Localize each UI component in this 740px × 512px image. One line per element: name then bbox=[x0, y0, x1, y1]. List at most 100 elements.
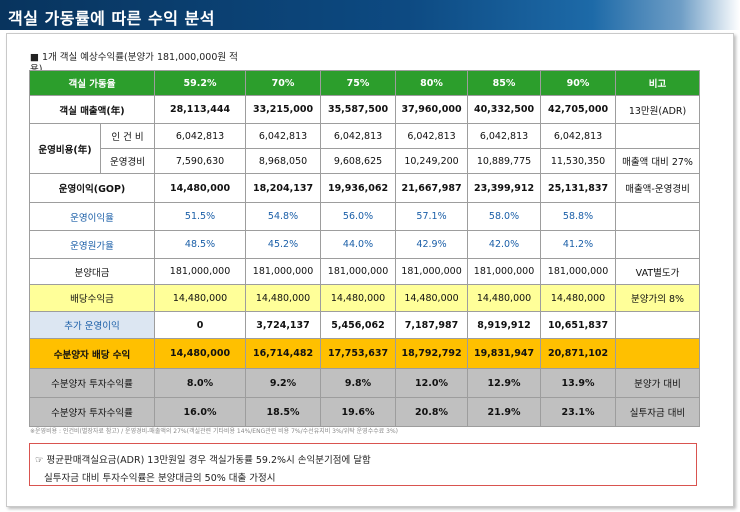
table-row-sales: 객실 매출액(年) 28,113,444 33,215,000 35,587,5… bbox=[28, 95, 701, 124]
table-cell: 8,919,912 bbox=[467, 311, 542, 339]
table-cell: 181,000,000 bbox=[540, 258, 617, 285]
note-line-1: ☞ 평균판매객실요금(ADR) 13만원일 경우 객실가동률 59.2%시 손익… bbox=[35, 455, 371, 466]
table-cell: 11,530,350 bbox=[540, 148, 617, 174]
table-row-roi-price: 수분양자 투자수익률 8.0% 9.2% 9.8% 12.0% 12.9% 13… bbox=[28, 368, 701, 398]
table-cell: 42.9% bbox=[395, 230, 469, 259]
header-rate-6: 90% bbox=[540, 70, 617, 96]
table-cell: 16.0% bbox=[154, 397, 247, 427]
table-row-margin: 운영이익율 51.5% 54.8% 56.0% 57.1% 58.0% 58.8… bbox=[28, 202, 701, 231]
table-cell: 16,714,482 bbox=[245, 338, 322, 369]
table-cell: 14,480,000 bbox=[467, 284, 542, 312]
table-cell: 21,667,987 bbox=[395, 173, 469, 203]
note-line-2: 실투자금 대비 투자수익률은 분양대금의 50% 대출 가정시 bbox=[44, 473, 276, 484]
table-cell: 7,590,630 bbox=[154, 148, 247, 174]
table-row-cost-ratio: 운영원가율 48.5% 45.2% 44.0% 42.9% 42.0% 41.2… bbox=[28, 230, 701, 259]
header-remarks: 비고 bbox=[615, 70, 701, 96]
table-cell: 181,000,000 bbox=[245, 258, 322, 285]
table-cell: 12.0% bbox=[395, 368, 469, 398]
note-box: ☞ 평균판매객실요금(ADR) 13만원일 경우 객실가동률 59.2%시 손익… bbox=[29, 443, 697, 486]
row-label: 운영경비 bbox=[99, 148, 156, 174]
table-cell: 10,249,200 bbox=[395, 148, 469, 174]
table-cell: 42,705,000 bbox=[540, 95, 617, 124]
table-cell: 41.2% bbox=[540, 230, 617, 259]
table-cell: 8,968,050 bbox=[245, 148, 322, 174]
table-cell: 14,480,000 bbox=[395, 284, 469, 312]
table-cell: 7,187,987 bbox=[395, 311, 469, 339]
footnote: ※운영비용 : 인건비(별장자료 참고) / 운영경비-매출액의 27%(객실관… bbox=[30, 428, 399, 435]
table-cell: 20,871,102 bbox=[540, 338, 617, 369]
table-cell: 33,215,000 bbox=[245, 95, 322, 124]
title-bar: 객실 가동률에 따른 수익 분석 bbox=[0, 0, 740, 30]
table-cell: 9,608,625 bbox=[320, 148, 397, 174]
table-cell: 6,042,813 bbox=[154, 123, 247, 149]
table-cell: 6,042,813 bbox=[245, 123, 322, 149]
page-title: 객실 가동률에 따른 수익 분석 bbox=[8, 9, 215, 28]
row-label: 수분양자 투자수익률 bbox=[28, 368, 156, 398]
table-row-operating: 운영경비 7,590,630 8,968,050 9,608,625 10,24… bbox=[30, 148, 701, 174]
row-label: 운영이익율 bbox=[28, 202, 156, 231]
table-cell: 0 bbox=[154, 311, 247, 339]
table-row-additional: 추가 운영이익 0 3,724,137 5,456,062 7,187,987 … bbox=[28, 311, 701, 339]
table-cell: 14,480,000 bbox=[154, 284, 247, 312]
table-cell: 48.5% bbox=[154, 230, 247, 259]
remark-cell: 매출액-운영경비 bbox=[615, 173, 701, 203]
table-cell: 181,000,000 bbox=[320, 258, 397, 285]
table-cell: 28,113,444 bbox=[154, 95, 247, 124]
row-label: 분양대금 bbox=[28, 258, 156, 285]
table-cell: 5,456,062 bbox=[320, 311, 397, 339]
table-cell: 9.2% bbox=[245, 368, 322, 398]
row-label: 인 건 비 bbox=[99, 123, 156, 149]
table-cell: 45.2% bbox=[245, 230, 322, 259]
row-label: 운영원가율 bbox=[28, 230, 156, 259]
table-caption: ■ 1개 객실 예상수익률(분양가 181,000,000원 적 bbox=[30, 52, 238, 63]
remark-cell bbox=[615, 202, 701, 231]
table-cell: 23.1% bbox=[540, 397, 617, 427]
table-row-labor: 운영비용(年) 인 건 비 6,042,813 6,042,813 6,042,… bbox=[29, 123, 701, 174]
revenue-table: 객실 가동율 59.2% 70% 75% 80% 85% 90% 비고 객실 매… bbox=[28, 70, 701, 427]
table-cell: 40,332,500 bbox=[467, 95, 542, 124]
header-rate-3: 75% bbox=[320, 70, 397, 96]
remark-cell bbox=[615, 123, 701, 149]
table-cell: 19,936,062 bbox=[320, 173, 397, 203]
table-row-price: 분양대금 181,000,000 181,000,000 181,000,000… bbox=[28, 258, 701, 285]
table-cell: 37,960,000 bbox=[395, 95, 469, 124]
table-cell: 57.1% bbox=[395, 202, 469, 231]
header-rate-1: 59.2% bbox=[154, 70, 247, 96]
row-label: 수분양자 투자수익률 bbox=[28, 397, 156, 427]
table-cell: 44.0% bbox=[320, 230, 397, 259]
table-cell: 181,000,000 bbox=[395, 258, 469, 285]
table-cell: 14,480,000 bbox=[245, 284, 322, 312]
row-label: 객실 매출액(年) bbox=[28, 95, 156, 124]
table-cell: 21.9% bbox=[467, 397, 542, 427]
table-cell: 56.0% bbox=[320, 202, 397, 231]
table-cell: 17,753,637 bbox=[320, 338, 397, 369]
header-rate-4: 80% bbox=[395, 70, 469, 96]
header-occupancy-label: 객실 가동율 bbox=[28, 70, 156, 96]
table-cell: 25,131,837 bbox=[540, 173, 617, 203]
table-cell: 35,587,500 bbox=[320, 95, 397, 124]
table-row-total: 수분양자 배당 수익 14,480,000 16,714,482 17,753,… bbox=[28, 338, 701, 369]
table-header-row: 객실 가동율 59.2% 70% 75% 80% 85% 90% 비고 bbox=[28, 70, 701, 96]
table-cell: 6,042,813 bbox=[467, 123, 542, 149]
table-cell: 51.5% bbox=[154, 202, 247, 231]
table-row-dividend: 배당수익금 14,480,000 14,480,000 14,480,000 1… bbox=[28, 284, 701, 312]
header-rate-5: 85% bbox=[467, 70, 542, 96]
remark-cell: 13만원(ADR) bbox=[615, 95, 701, 124]
table-cell: 14,480,000 bbox=[154, 173, 247, 203]
table-cell: 19.6% bbox=[320, 397, 397, 427]
remark-cell: 실투자금 대비 bbox=[615, 397, 701, 427]
row-group-label: 운영비용(年) bbox=[29, 123, 101, 174]
table-cell: 3,724,137 bbox=[245, 311, 322, 339]
row-label: 추가 운영이익 bbox=[28, 311, 156, 339]
row-label: 수분양자 배당 수익 bbox=[28, 338, 156, 369]
table-cell: 23,399,912 bbox=[467, 173, 542, 203]
remark-cell bbox=[615, 338, 701, 369]
table-cell: 58.0% bbox=[467, 202, 542, 231]
table-cell: 14,480,000 bbox=[320, 284, 397, 312]
table-cell: 58.8% bbox=[540, 202, 617, 231]
table-cell: 18,792,792 bbox=[395, 338, 469, 369]
table-cell: 13.9% bbox=[540, 368, 617, 398]
table-cell: 6,042,813 bbox=[320, 123, 397, 149]
table-cell: 18,204,137 bbox=[245, 173, 322, 203]
table-cell: 19,831,947 bbox=[467, 338, 542, 369]
